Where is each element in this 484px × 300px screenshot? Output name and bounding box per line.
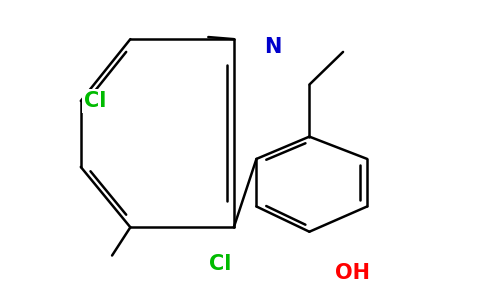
Text: N: N	[265, 38, 282, 58]
Text: Cl: Cl	[84, 91, 106, 111]
Text: OH: OH	[335, 263, 370, 283]
Text: Cl: Cl	[209, 254, 231, 274]
